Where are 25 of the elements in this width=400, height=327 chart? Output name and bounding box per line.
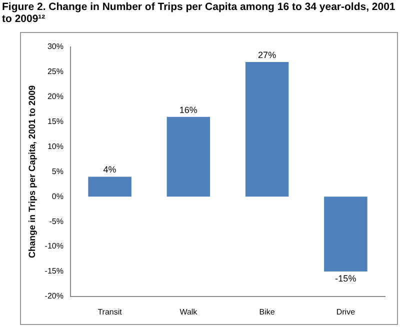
bar: [245, 62, 289, 197]
data-label: 4%: [103, 164, 116, 175]
y-tick-label: 15%: [47, 117, 64, 126]
y-tick-label: 10%: [47, 142, 64, 151]
bar: [88, 176, 132, 197]
y-tick-label: 30%: [47, 42, 64, 52]
y-tick-label: 0%: [52, 192, 64, 201]
x-tick-label: Bike: [259, 307, 276, 316]
bar: [324, 196, 368, 272]
bar: [166, 116, 210, 197]
y-axis-title: Change in Trips per Capita, 2001 to 2009: [26, 85, 37, 258]
chart-title: Figure 2. Change in Number of Trips per Capita among 16 to 34 year-olds, 2001 to 2009¹²: [2, 1, 396, 25]
y-tick-label: -20%: [44, 292, 64, 301]
y-tick-label: -5%: [49, 216, 64, 226]
data-label: -15%: [335, 273, 356, 284]
x-tick-label: Transit: [98, 307, 123, 316]
y-tick-label: 25%: [47, 67, 64, 76]
data-label: 16%: [179, 104, 198, 115]
y-tick-label: -10%: [44, 242, 64, 251]
y-tick-label: 20%: [47, 92, 64, 102]
x-tick-label: Walk: [180, 307, 198, 316]
data-label: 27%: [258, 50, 276, 60]
x-tick-label: Drive: [336, 307, 356, 316]
y-tick-label: 5%: [52, 166, 64, 176]
y-tick-label: -15%: [44, 266, 64, 276]
